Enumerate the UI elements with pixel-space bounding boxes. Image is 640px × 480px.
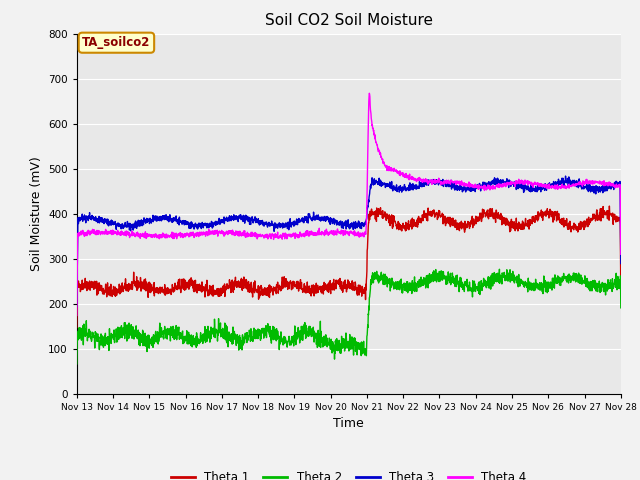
X-axis label: Time: Time	[333, 417, 364, 430]
Legend: Theta 1, Theta 2, Theta 3, Theta 4: Theta 1, Theta 2, Theta 3, Theta 4	[166, 466, 531, 480]
Y-axis label: Soil Moisture (mV): Soil Moisture (mV)	[29, 156, 43, 271]
Title: Soil CO2 Soil Moisture: Soil CO2 Soil Moisture	[265, 13, 433, 28]
Text: TA_soilco2: TA_soilco2	[82, 36, 150, 49]
